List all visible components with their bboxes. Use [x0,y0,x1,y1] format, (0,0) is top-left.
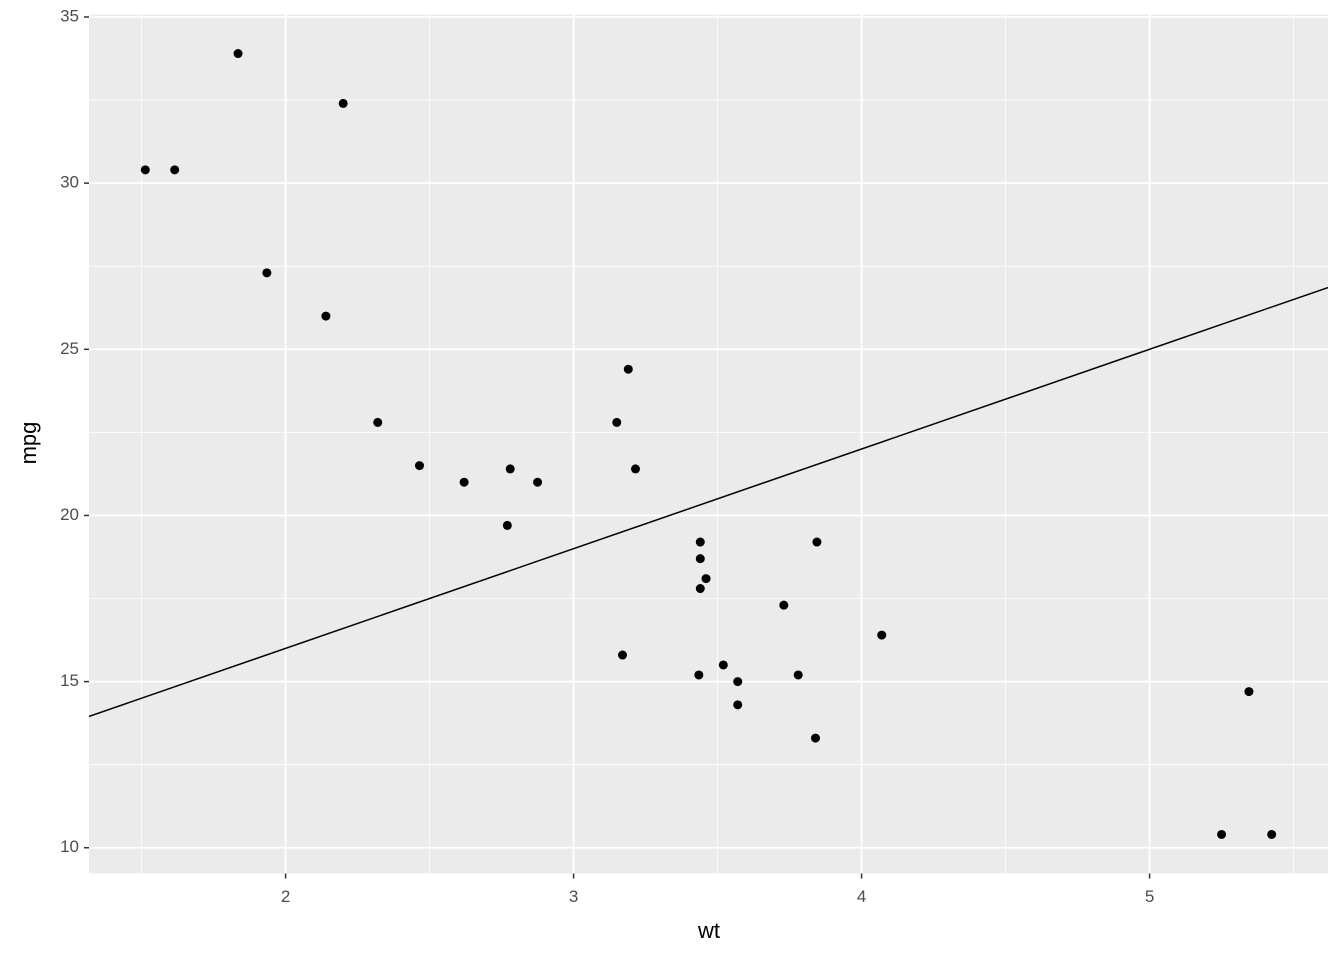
point [695,537,705,547]
y-tick-label: 30 [60,173,79,192]
x-axis-title: wt [697,918,720,943]
point [321,311,331,321]
point [694,670,704,680]
x-tick-label: 3 [569,887,578,906]
point [505,464,515,474]
point [533,477,543,487]
reference-line [89,286,1328,718]
y-axis-title: mpg [16,422,41,465]
point [810,733,820,743]
y-tick-label: 20 [60,505,79,524]
point [812,537,822,547]
x-tick-label: 5 [1145,887,1154,906]
x-tick-label: 4 [857,887,866,906]
panel [89,14,1328,874]
point [793,670,803,680]
point [140,165,150,175]
point [373,417,383,427]
point [338,98,348,108]
point [1244,687,1254,697]
point [1267,829,1277,839]
point [695,554,705,564]
point [623,364,633,374]
point [618,650,628,660]
y-tick-label: 10 [60,837,79,856]
point [701,574,711,584]
point [502,520,512,530]
y-tick-label: 25 [60,339,79,358]
point [718,660,728,670]
point [695,584,705,594]
point [233,49,243,59]
point [170,165,180,175]
y-tick-label: 35 [60,6,79,25]
point [262,268,272,278]
point [877,630,887,640]
point [612,417,622,427]
point [1217,829,1227,839]
point [414,461,424,471]
y-tick-label: 15 [60,671,79,690]
point [733,677,743,687]
x-tick-label: 2 [281,887,290,906]
point [459,477,469,487]
point [630,464,640,474]
point [779,600,789,610]
point [733,700,743,710]
